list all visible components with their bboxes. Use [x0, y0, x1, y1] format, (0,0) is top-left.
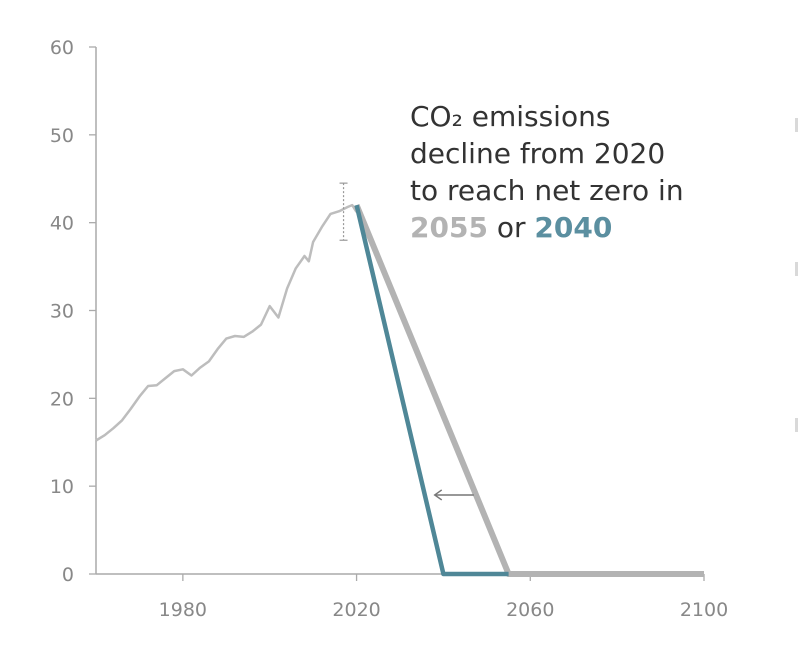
x-tick-label-1980: 1980	[159, 599, 207, 621]
edge-mark-2	[795, 262, 798, 276]
highlight-2055: 2055	[410, 211, 488, 244]
edge-mark-3	[795, 418, 798, 432]
series-layer	[95, 203, 704, 577]
annotation-line-2: decline from 2020	[410, 137, 666, 170]
x-tick-label-2020: 2020	[332, 599, 380, 621]
annotation-line-1: CO₂ emissions	[410, 100, 611, 133]
y-tick-label-40: 40	[50, 213, 74, 235]
annotation-line-4: 2055 or 2040	[410, 209, 770, 246]
edge-mark-1	[795, 118, 798, 132]
annotation-line-3: to reach net zero in	[410, 174, 684, 207]
y-tick-label-30: 30	[50, 301, 74, 323]
annotation-connector: or	[487, 211, 535, 244]
y-tick-label-20: 20	[50, 388, 74, 410]
y-tick-label-0: 0	[62, 564, 74, 586]
series-line-historical	[95, 203, 358, 442]
y-tick-label-10: 10	[50, 476, 74, 498]
x-tick-label-2100: 2100	[680, 599, 728, 621]
series-line-scenario_2055	[353, 203, 704, 577]
axis-ticks: 0 10 20 30 40 50 60 1980 2020 2060 2100	[50, 37, 728, 621]
highlight-2040: 2040	[534, 211, 613, 244]
x-tick-label-2060: 2060	[506, 599, 554, 621]
annotation-marks	[339, 182, 474, 501]
annotation-text: CO₂ emissions decline from 2020 to reach…	[410, 98, 770, 246]
series-line-scenario_2040	[354, 204, 509, 577]
y-tick-label-60: 60	[50, 37, 74, 59]
y-tick-label-50: 50	[50, 125, 74, 147]
shift-arrow-icon	[433, 489, 443, 501]
